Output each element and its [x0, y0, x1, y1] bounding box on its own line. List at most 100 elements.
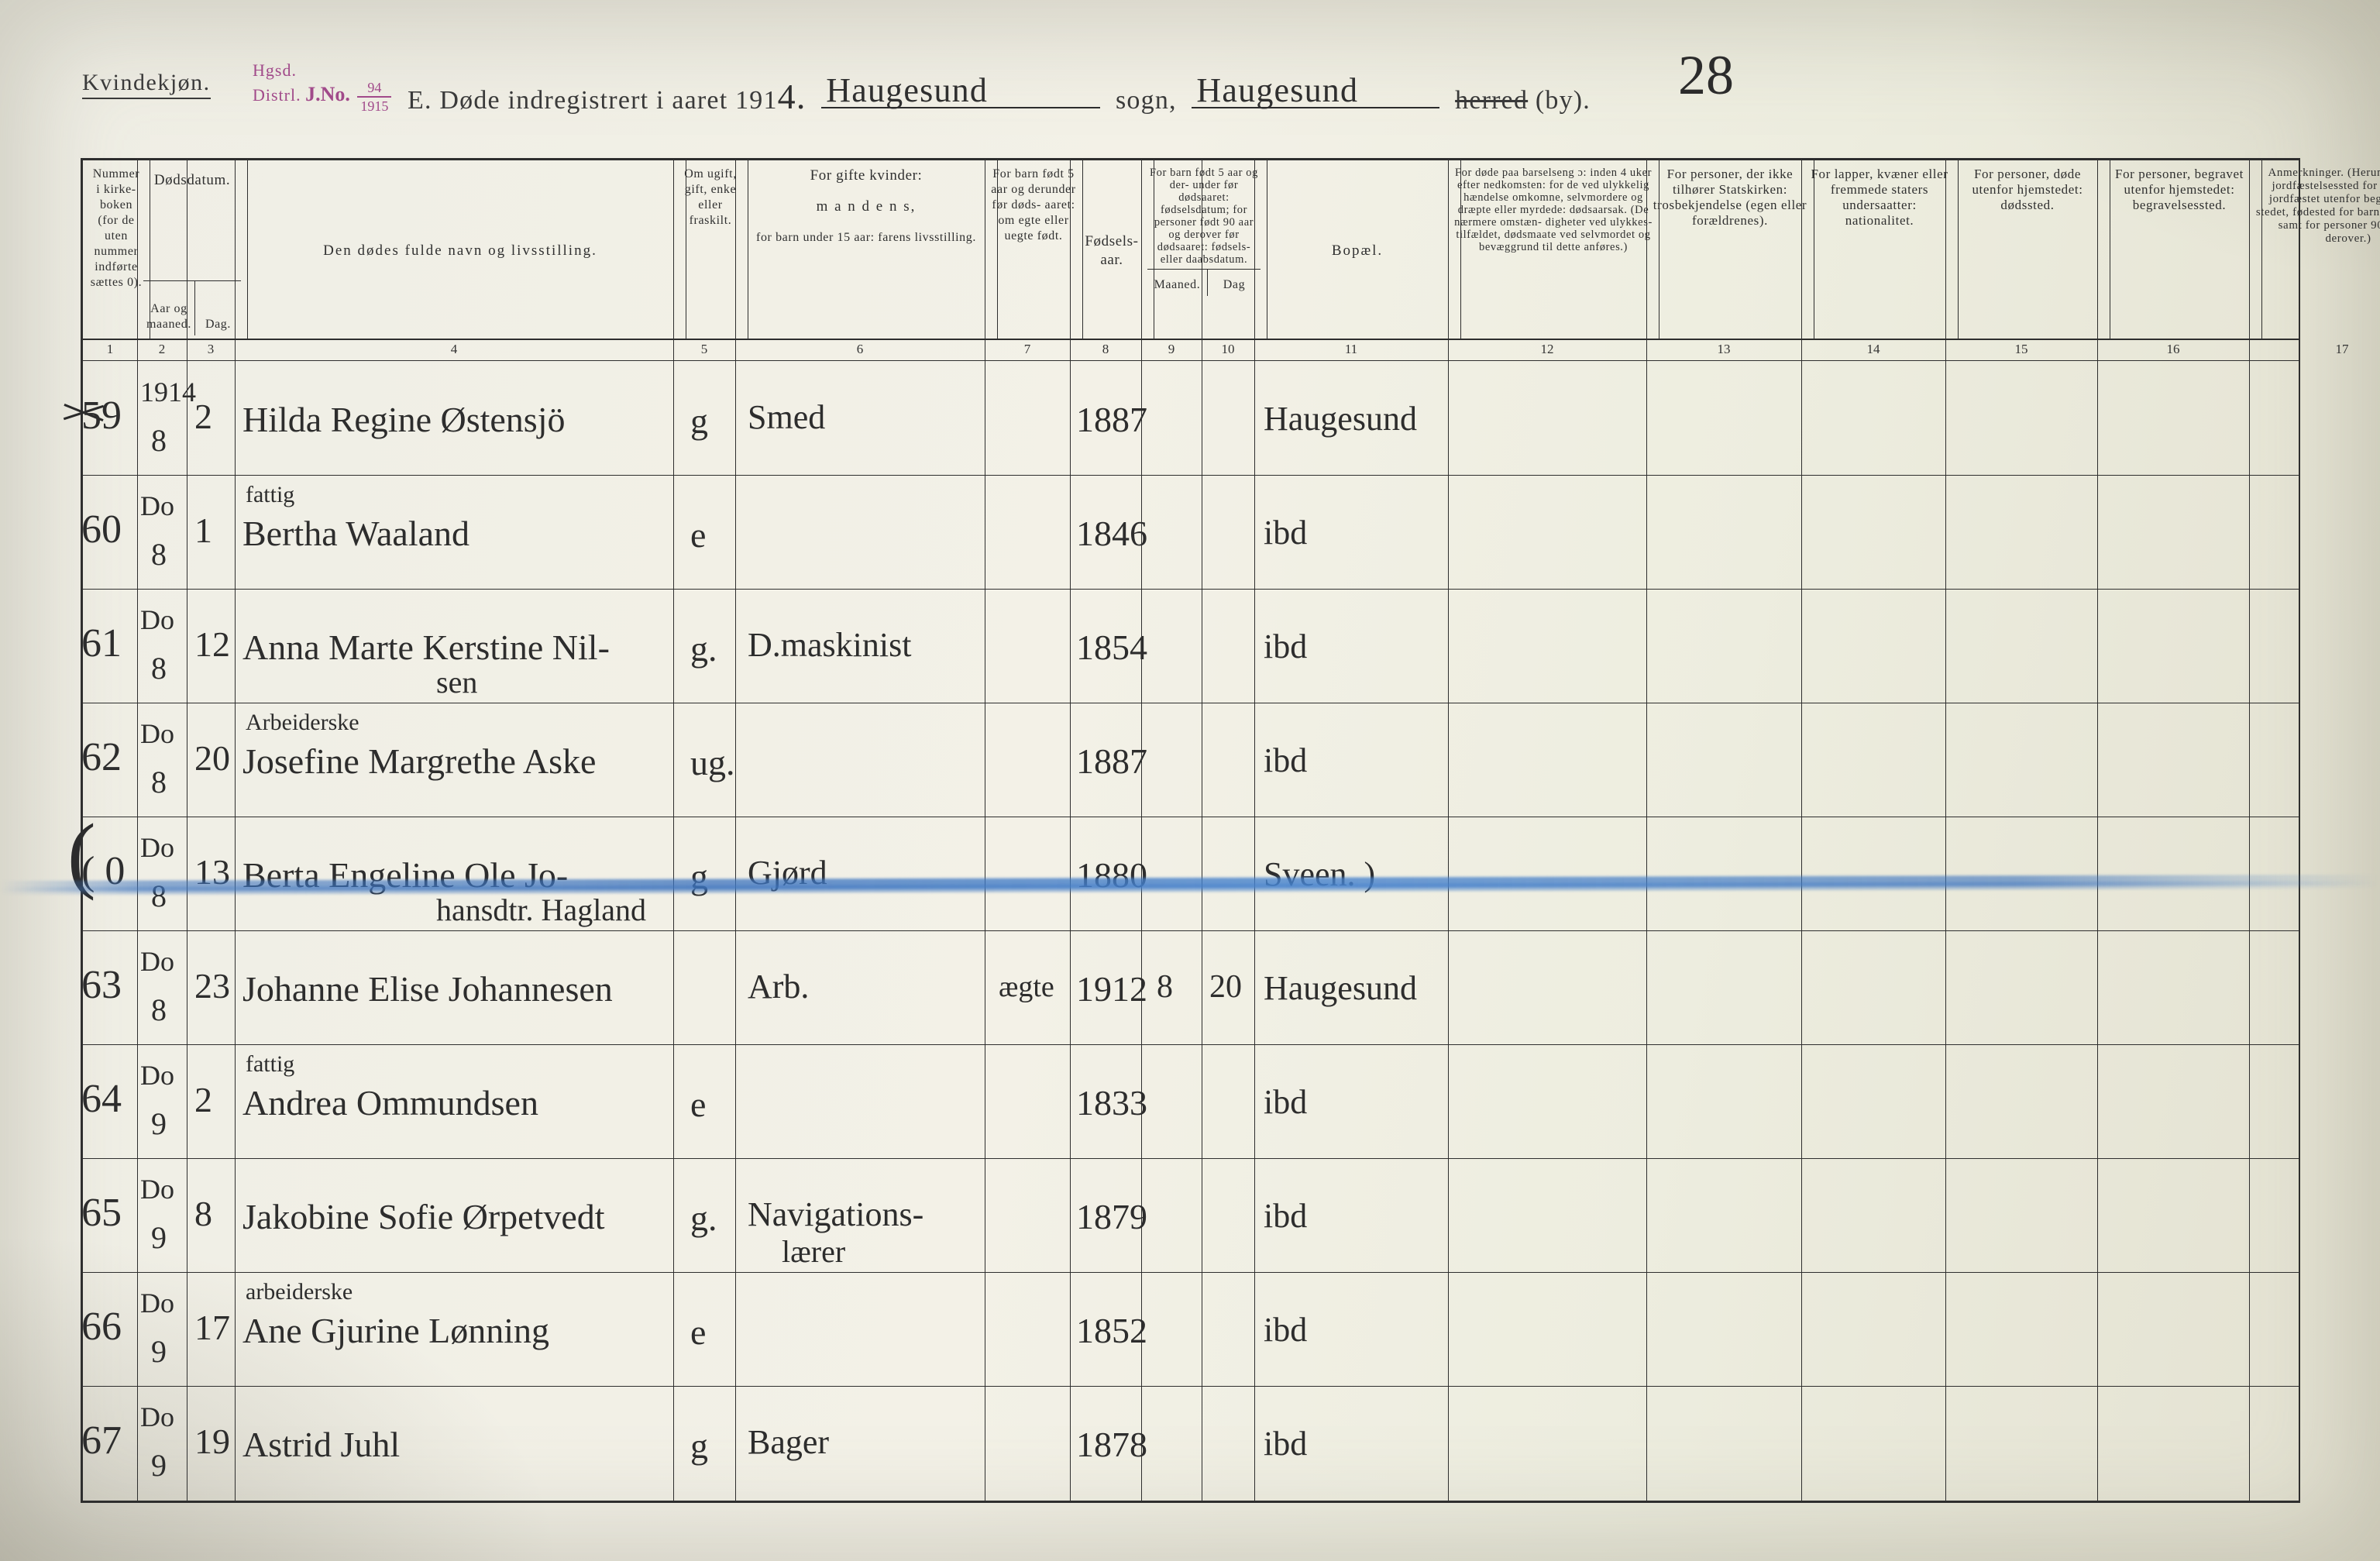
name-line1: Berta Engeline Ole Jo- — [242, 854, 568, 896]
year-month-bot: 8 — [151, 422, 167, 459]
stamp-jno-label: J.No. — [305, 83, 350, 105]
year-month-top: Do — [140, 603, 174, 636]
year-month-top: Do — [140, 945, 174, 978]
residence: Haugesund — [1264, 968, 1417, 1008]
table-row: 64Do92fattigAndrea Ommundsene1833ibd — [83, 1045, 2299, 1159]
year-month-bot: 9 — [151, 1447, 167, 1484]
row-number: 62 — [81, 734, 122, 780]
birth-year: 1846 — [1076, 513, 1147, 554]
year-month-top: Do — [140, 1401, 174, 1433]
residence: ibd — [1264, 1196, 1307, 1236]
column-number: 3 — [208, 342, 215, 357]
birth-year: 1912 — [1076, 968, 1147, 1009]
column-header-date: Dødsdatum. Aar og maaned. Dag. — [137, 160, 248, 339]
residence: ibd — [1264, 513, 1307, 552]
marital-status: ug. — [690, 742, 735, 783]
year-month-top: Do — [140, 1173, 174, 1205]
day: 8 — [194, 1193, 212, 1234]
column-header: Den dødes fulde navn og livsstilling. — [235, 160, 686, 339]
stamp-fraction-num: 94 — [357, 79, 391, 98]
stamp-fraction: 94 1915 — [357, 79, 391, 115]
parish-slot: Haugesund — [821, 84, 1100, 108]
marital-status: e — [690, 1312, 706, 1353]
column-header: For personer, begravet utenfor hjemstede… — [2097, 160, 2262, 339]
year-month-bot: 9 — [151, 1219, 167, 1256]
birth-year: 1879 — [1076, 1196, 1147, 1237]
title-year-digit: 4. — [778, 77, 807, 116]
column-header: For barn født 5 aar og derunder før døds… — [985, 160, 1083, 339]
residence: ibd — [1264, 1424, 1307, 1463]
birth-day: 20 — [1209, 968, 1242, 1006]
name-line1: Ane Gjurine Lønning — [242, 1310, 549, 1351]
scanned-ledger-page: Kvindekjøn. Hgsd. Distrl. J.No. 94 1915 … — [0, 0, 2380, 1561]
name-line1: Astrid Juhl — [242, 1424, 400, 1465]
column-number: 10 — [1222, 342, 1235, 357]
page-header: Kvindekjøn. Hgsd. Distrl. J.No. 94 1915 … — [82, 62, 2287, 124]
table-row: 60Do81fattigBertha Waalande1846ibd — [83, 476, 2299, 590]
name-line1: Johanne Elise Johannesen — [242, 968, 613, 1009]
stamp-hgsd: Hgsd. — [253, 60, 297, 80]
year-month-top: Do — [140, 1059, 174, 1092]
name-annotation: fattig — [246, 482, 294, 508]
name-line1: Bertha Waaland — [242, 513, 469, 554]
table-header: Nummer i kirke- boken (for de uten numme… — [83, 160, 2299, 340]
by-word: (by). — [1536, 86, 1591, 115]
district-slot: Haugesund — [1192, 84, 1439, 108]
ledger-table: Nummer i kirke- boken (for de uten numme… — [81, 158, 2300, 1503]
birth-year: 1833 — [1076, 1082, 1147, 1123]
column-number: 4 — [451, 342, 458, 357]
name-line1: Anna Marte Kerstine Nil- — [242, 627, 610, 668]
herred-word: herred — [1455, 86, 1528, 115]
column-number-row: 1234567891011121314151617 — [83, 339, 2299, 361]
residence: Sveen. ) — [1264, 854, 1375, 894]
legitimacy: ægte — [999, 970, 1054, 1004]
husband-or-father-line2: lærer — [782, 1233, 845, 1270]
table-row: 59191482Hilda Regine ØstensjögSmed1887Ha… — [83, 362, 2299, 476]
stamp-distrl: Distrl. — [253, 85, 301, 105]
column-number: 6 — [857, 342, 864, 357]
year-month-top: 1914 — [140, 376, 196, 408]
year-month-top: Do — [140, 1287, 174, 1319]
birth-year: 1878 — [1076, 1424, 1147, 1465]
column-header: For gifte kvinder: m a n d e n s, for ba… — [735, 160, 998, 339]
name-line1: Josefine Margrethe Aske — [242, 741, 596, 782]
table-row: 63Do823Johanne Elise JohannesenArb.ægte1… — [83, 931, 2299, 1045]
row-number: 61 — [81, 621, 122, 666]
name-line1: Jakobine Sofie Ørpetvedt — [242, 1196, 605, 1237]
row-number: 66 — [81, 1304, 122, 1350]
marital-status: e — [690, 1084, 706, 1125]
sogn-word: sogn, — [1116, 86, 1177, 115]
column-number: 9 — [1168, 342, 1175, 357]
table-row: 66Do917arbeiderskeAne Gjurine Lønninge18… — [83, 1273, 2299, 1387]
residence: ibd — [1264, 1082, 1307, 1122]
husband-or-father: Navigations- — [748, 1195, 923, 1234]
year-month-bot: 8 — [151, 536, 167, 572]
day: 19 — [194, 1421, 230, 1462]
column-number: 1 — [107, 342, 114, 357]
column-number: 2 — [159, 342, 166, 357]
marital-status: g — [690, 1425, 708, 1466]
column-header: For døde paa barselseng ɔ: inden 4 uker … — [1448, 160, 1659, 339]
husband-or-father: Smed — [748, 397, 825, 437]
column-number: 7 — [1024, 342, 1031, 357]
year-month-bot: 8 — [151, 650, 167, 686]
marital-status: g. — [690, 1198, 717, 1239]
marital-status: e — [690, 514, 706, 555]
name-line1: Hilda Regine Østensjö — [242, 399, 566, 440]
table-row: 62Do820ArbeiderskeJosefine Margrethe Ask… — [83, 703, 2299, 817]
husband-or-father: Arb. — [748, 967, 809, 1006]
column-number: 14 — [1867, 342, 1880, 357]
column-header: Bopæl. — [1254, 160, 1461, 339]
column-number: 17 — [2336, 342, 2349, 357]
marital-status: g — [690, 856, 708, 897]
table-row: 65Do98Jakobine Sofie Ørpetvedtg.Navigati… — [83, 1159, 2299, 1273]
column-number: 8 — [1102, 342, 1109, 357]
year-month-top: Do — [140, 490, 174, 522]
residence: Haugesund — [1264, 399, 1417, 438]
year-month-bot: 8 — [151, 764, 167, 800]
stamp-fraction-den: 1915 — [357, 98, 391, 115]
table-row: 67Do919Astrid JuhlgBager1878ibd — [83, 1387, 2299, 1500]
column-number: 12 — [1541, 342, 1554, 357]
table-row: ( 0Do813Berta Engeline Ole Jo-hansdtr. H… — [83, 817, 2299, 931]
marital-status: g — [690, 401, 708, 442]
